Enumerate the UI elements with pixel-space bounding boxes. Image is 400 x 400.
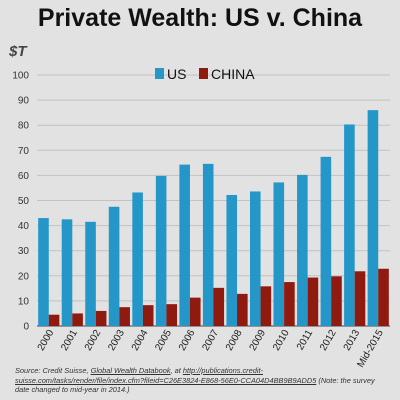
x-tick-label: 2003 (106, 328, 127, 353)
bar-us-2001 (61, 219, 73, 326)
bar-china-2011 (307, 277, 319, 326)
bar-us-2009 (249, 191, 261, 326)
source-mid: , at (170, 366, 183, 375)
source-book-link[interactable]: Global Wealth Databook (90, 366, 171, 375)
y-tick-label: 100 (12, 71, 29, 82)
y-tick-label: 10 (18, 296, 30, 307)
bar-us-2002 (85, 221, 96, 326)
x-axis-ticks: 2000 2001 2002 2003 2004 2005 2006 2007 2008 2009… (36, 328, 386, 370)
x-tick-label: 2011 (295, 328, 315, 353)
source-note-text: (Note: the survey date changed to mid-ye… (15, 375, 375, 395)
bar-china-2003 (119, 307, 130, 326)
legend-label-china: CHINA (211, 66, 255, 82)
bar-china-2008 (237, 293, 248, 326)
bar-china-2013 (354, 271, 366, 326)
bar-us-2013 (344, 124, 355, 327)
bar-us-Mid-2015 (367, 110, 379, 326)
bar-china-Mid-2015 (378, 268, 389, 326)
bar-us-2000 (38, 218, 49, 326)
x-tick-label: 2013 (342, 328, 363, 353)
bar-china-2007 (213, 287, 225, 326)
bar-us-2012 (320, 156, 332, 326)
bar-china-2006 (189, 297, 201, 326)
bar-us-2011 (297, 174, 308, 326)
x-tick-label: 2012 (318, 328, 339, 353)
y-tick-label: 40 (18, 221, 30, 232)
bar-us-2006 (179, 164, 190, 326)
y-tick-label: 50 (18, 196, 30, 207)
y-tick-label: 20 (18, 271, 30, 282)
source-prefix: Source: Credit Suisse, (15, 366, 91, 375)
source-note: Source: Credit Suisse, Global Wealth Dat… (15, 366, 390, 395)
x-tick-label: 2009 (248, 328, 269, 353)
bar-china-2012 (331, 276, 342, 326)
bar-us-2008 (226, 194, 238, 326)
y-tick-label: 30 (18, 246, 30, 257)
bar-us-2010 (273, 182, 285, 326)
x-tick-label: 2005 (153, 328, 174, 353)
bar-china-2000 (48, 314, 60, 326)
y-axis-ticks: 0 10 20 30 40 50 60 70 80 90 100 (12, 71, 29, 333)
legend-label-us: US (167, 66, 186, 82)
legend-swatch-china (199, 68, 208, 79)
x-tick-label: 2006 (177, 328, 198, 353)
legend-swatch-us (155, 68, 164, 79)
y-tick-label: 90 (18, 96, 30, 107)
bar-china-2010 (284, 282, 295, 326)
y-tick-label: 70 (18, 146, 30, 157)
chart-title: Private Wealth: US v. China (37, 4, 363, 32)
x-tick-label: 2008 (224, 328, 245, 353)
source-url-link[interactable]: http://publications.credit-suisse.com/ta… (15, 366, 317, 385)
y-tick-label: 80 (18, 121, 30, 132)
x-tick-label: 2002 (83, 328, 104, 353)
legend: US CHINA (155, 66, 255, 82)
bar-us-2007 (202, 163, 214, 326)
bar-us-2005 (155, 175, 167, 326)
x-tick-label: 2001 (59, 328, 80, 353)
bar-china-2005 (166, 304, 178, 326)
bar-china-2001 (72, 313, 83, 326)
y-axis-unit: $T (9, 43, 27, 60)
x-tick-label: 2010 (271, 328, 292, 353)
x-tick-label: 2004 (130, 328, 151, 353)
bars (38, 110, 389, 327)
y-tick-label: 0 (23, 322, 29, 333)
bar-china-2002 (95, 310, 107, 326)
y-tick-label: 60 (18, 171, 30, 182)
bar-us-2003 (108, 206, 120, 326)
bar-us-2004 (132, 192, 143, 326)
x-tick-label: 2000 (36, 328, 57, 353)
bar-china-2004 (142, 305, 154, 326)
x-tick-label: 2007 (200, 328, 221, 353)
bar-china-2009 (260, 286, 272, 326)
